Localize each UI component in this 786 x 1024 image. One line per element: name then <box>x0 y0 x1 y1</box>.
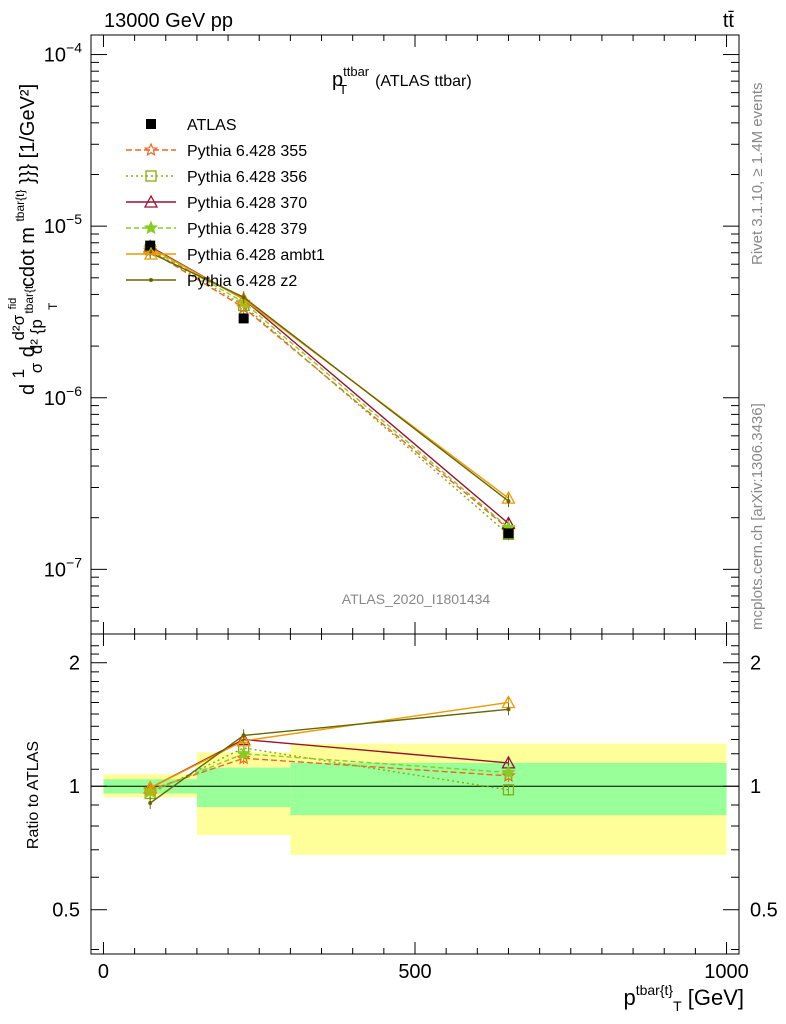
series-line-pythia-6-428-356 <box>149 249 509 535</box>
data-point-pythia-6-428-z2-0 <box>148 801 153 806</box>
legend-marker-pythia-6-428-355 <box>143 142 159 157</box>
legend-item-pythia-6-428-z2: Pythia 6.428 z2 <box>126 273 297 290</box>
x-tick-label: 500 <box>398 961 431 983</box>
legend-item-atlas: ATLAS <box>146 117 237 134</box>
legend-item-pythia-6-428-379: Pythia 6.428 379 <box>126 220 307 238</box>
legend-marker-atlas <box>146 119 156 129</box>
svg-text:d 1 σ d: d 1 σ d d²σ fid d² {p tbar{t T cdot m tb… <box>0 84 62 395</box>
watermark: ATLAS_2020_I1801434 <box>342 591 491 607</box>
legend-marker-pythia-6-428-379 <box>143 220 159 235</box>
data-point-pythia-6-428-355-2 <box>501 768 516 782</box>
data-point-pythia-6-428-z2-2 <box>506 499 511 504</box>
legend-item-pythia-6-428-370: Pythia 6.428 370 <box>126 194 307 212</box>
ratio-y-label: Ratio to ATLAS <box>25 741 42 849</box>
y-tick-label: 10−4 <box>44 40 82 67</box>
legend-label: Pythia 6.428 355 <box>187 143 307 160</box>
data-point-pythia-6-428-ambt1-1 <box>236 733 251 747</box>
main-y-label: d 1 σ d d²σ fid d² {p tbar{t T cdot m tb… <box>0 84 62 395</box>
main-axes: 10−7 10−6 10−5 10−4 <box>44 35 739 634</box>
data-point-pythia-6-428-z2-1 <box>241 295 246 300</box>
band-inner-1 <box>196 767 291 807</box>
ratio-y-tick-label-right: 0.5 <box>750 900 778 922</box>
legend: ATLAS Pythia 6.428 355 Pythia 6.428 356 Pyt… <box>126 117 325 290</box>
x-tick-label: 1000 <box>704 961 749 983</box>
data-point-pythia-6-428-z2-1 <box>241 733 246 738</box>
legend-marker-pythia-6-428-z2 <box>149 278 153 282</box>
ratio-series-group <box>143 695 516 810</box>
series-line-pythia-6-428-355 <box>149 250 509 530</box>
header-right: tt̄ <box>723 10 735 32</box>
legend-label: ATLAS <box>187 117 237 134</box>
legend-label: Pythia 6.428 ambt1 <box>187 247 325 264</box>
ratio-y-tick-label: 1 <box>69 776 80 798</box>
x-tick-label: 0 <box>98 961 109 983</box>
legend-item-pythia-6-428-355: Pythia 6.428 355 <box>126 142 307 160</box>
legend-label: Pythia 6.428 370 <box>187 195 307 212</box>
legend-item-pythia-6-428-ambt1: Pythia 6.428 ambt1 <box>126 246 325 264</box>
series-pythia-6-428-z2 <box>148 703 511 810</box>
legend-marker-pythia-6-428-356 <box>145 170 157 182</box>
y-tick-label: 10−6 <box>44 383 82 410</box>
data-point-pythia-6-428-356-2 <box>502 784 515 796</box>
data-point-pythia-6-428-379-2 <box>501 764 516 779</box>
legend-marker-pythia-6-428-ambt1 <box>143 246 159 260</box>
ratio-y-tick-label: 2 <box>69 653 80 675</box>
legend-label: Pythia 6.428 356 <box>187 169 307 186</box>
series-atlas <box>145 240 514 539</box>
main-title: pttbar T (ATLAS ttbar) <box>332 64 472 97</box>
ratio-y-tick-label-right: 1 <box>750 776 761 798</box>
legend-label: Pythia 6.428 z2 <box>187 273 297 290</box>
legend-marker-pythia-6-428-370 <box>143 194 159 208</box>
data-point-atlas-2 <box>503 528 514 539</box>
ratio-y-tick-label: 0.5 <box>52 900 80 922</box>
mcplots-label: mcplots.cern.ch [arXiv:1306.3436] <box>749 403 766 630</box>
rivet-label: Rivet 3.1.10, ≥ 1.4M events <box>749 83 766 266</box>
ratio-y-tick-label-right: 2 <box>750 653 761 675</box>
ratio-panel <box>91 743 739 855</box>
data-point-pythia-6-428-z2-2 <box>506 707 511 712</box>
y-tick-label: 10−7 <box>44 554 82 581</box>
ratio-axes: 0 500 1000 0.5 0.5 1 1 2 2 <box>52 634 778 983</box>
legend-label: Pythia 6.428 379 <box>187 221 307 238</box>
data-point-pythia-6-428-379-1 <box>236 746 251 760</box>
header-left: 13000 GeV pp <box>104 10 233 32</box>
data-point-atlas-0 <box>145 240 156 251</box>
data-point-atlas-1 <box>238 313 249 324</box>
data-point-pythia-6-428-355-1 <box>236 750 251 765</box>
series-line-pythia-6-428-379 <box>149 247 509 529</box>
legend-item-pythia-6-428-356: Pythia 6.428 356 <box>126 169 307 186</box>
y-tick-label: 10−5 <box>44 211 82 238</box>
data-point-pythia-6-428-ambt1-0 <box>143 780 158 794</box>
x-axis-label: ptbar{t}T [GeV] <box>623 982 744 1014</box>
main-series-group <box>143 239 516 541</box>
